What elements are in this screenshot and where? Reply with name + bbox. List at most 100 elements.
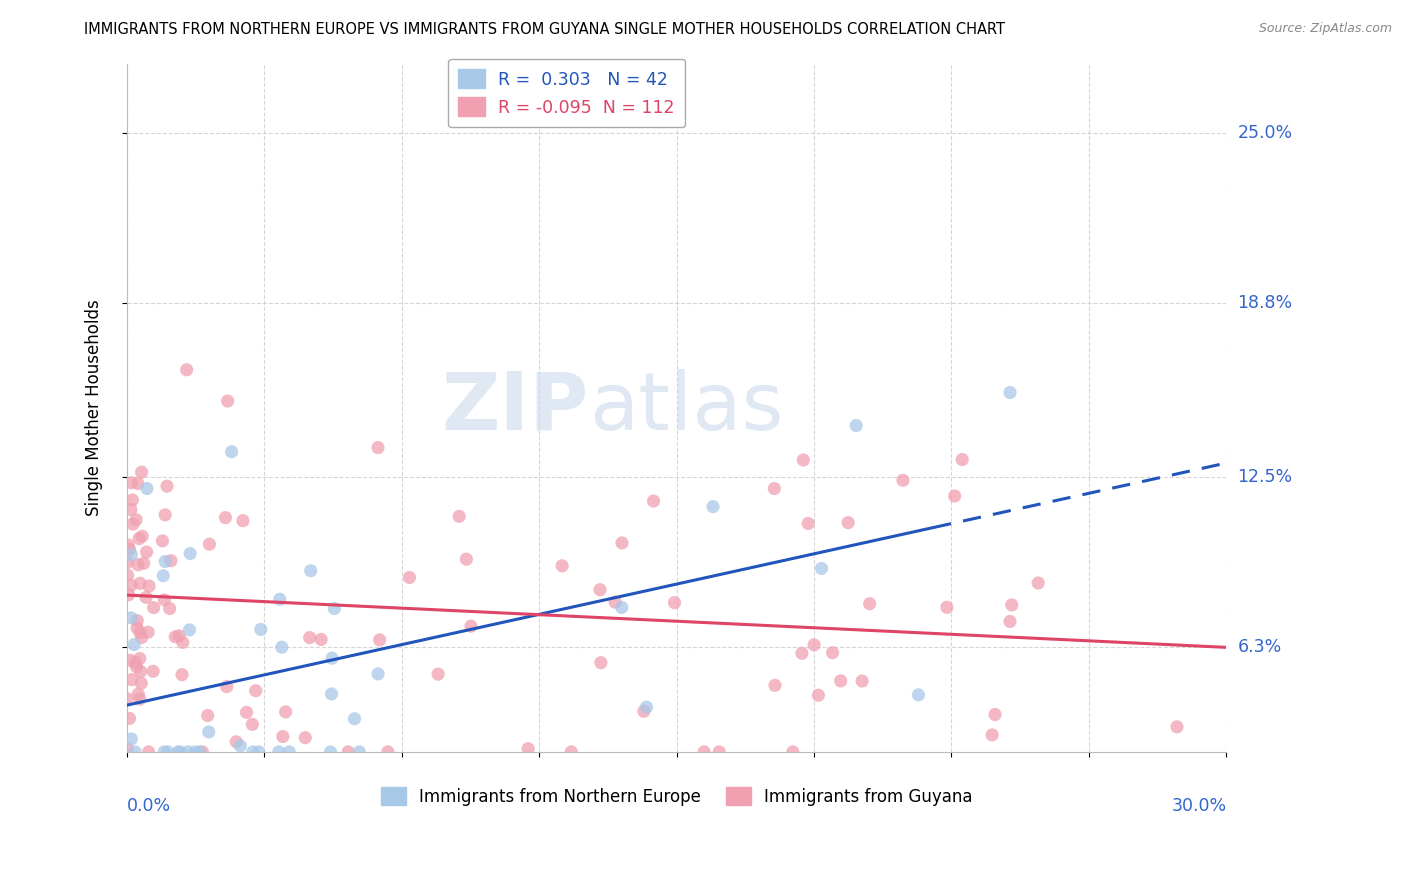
Point — [152, 568, 174, 582]
Point — [998, 615, 1021, 629]
Point — [179, 547, 201, 561]
Point — [129, 665, 152, 679]
Point — [131, 631, 153, 645]
Point — [589, 656, 612, 670]
Point — [943, 489, 966, 503]
Point — [803, 638, 825, 652]
Text: ZIP: ZIP — [441, 369, 589, 447]
Point — [907, 688, 929, 702]
Point — [117, 741, 139, 756]
Point — [837, 516, 859, 530]
Point — [368, 632, 391, 647]
Point — [807, 688, 830, 702]
Point — [782, 745, 804, 759]
Point — [135, 591, 157, 605]
Point — [118, 711, 141, 725]
Point — [191, 745, 214, 759]
Point — [763, 678, 786, 692]
Text: atlas: atlas — [589, 369, 783, 447]
Point — [172, 635, 194, 649]
Point — [131, 529, 153, 543]
Point — [517, 741, 540, 756]
Point — [127, 614, 149, 628]
Point — [136, 625, 159, 640]
Point — [120, 475, 142, 490]
Point — [830, 673, 852, 688]
Point — [120, 731, 142, 746]
Point — [610, 536, 633, 550]
Point — [122, 638, 145, 652]
Text: 18.8%: 18.8% — [1237, 294, 1292, 312]
Point — [299, 564, 322, 578]
Legend: Immigrants from Northern Europe, Immigrants from Guyana: Immigrants from Northern Europe, Immigra… — [374, 780, 980, 813]
Point — [136, 482, 159, 496]
Point — [560, 745, 582, 759]
Point — [127, 476, 149, 491]
Point — [128, 651, 150, 665]
Point — [120, 548, 142, 562]
Point — [188, 745, 211, 759]
Point — [177, 745, 200, 759]
Point — [1166, 720, 1188, 734]
Point — [142, 665, 165, 679]
Point — [242, 745, 264, 759]
Point — [214, 510, 236, 524]
Point — [845, 418, 868, 433]
Point — [229, 739, 252, 753]
Point — [427, 667, 450, 681]
Point — [118, 653, 141, 667]
Text: 0.0%: 0.0% — [127, 797, 172, 814]
Point — [321, 687, 343, 701]
Point — [633, 704, 655, 718]
Point — [377, 745, 399, 759]
Point — [298, 631, 321, 645]
Point — [127, 687, 149, 701]
Point — [197, 725, 219, 739]
Point — [131, 465, 153, 479]
Point — [460, 619, 482, 633]
Point — [792, 453, 814, 467]
Point — [132, 556, 155, 570]
Point — [343, 712, 366, 726]
Point — [950, 452, 973, 467]
Point — [125, 513, 148, 527]
Text: 30.0%: 30.0% — [1171, 797, 1226, 814]
Point — [128, 532, 150, 546]
Point — [124, 745, 146, 759]
Point — [198, 537, 221, 551]
Point — [981, 728, 1004, 742]
Point — [664, 596, 686, 610]
Point — [118, 588, 141, 602]
Point — [138, 579, 160, 593]
Point — [184, 745, 207, 759]
Point — [165, 630, 187, 644]
Point — [270, 640, 292, 655]
Point — [321, 651, 343, 665]
Point — [159, 601, 181, 615]
Point — [589, 582, 612, 597]
Point — [693, 745, 716, 759]
Point — [153, 745, 176, 759]
Point — [122, 517, 145, 532]
Point — [797, 516, 820, 531]
Point — [167, 745, 190, 759]
Point — [128, 692, 150, 706]
Point — [702, 500, 724, 514]
Point — [367, 441, 389, 455]
Text: 6.3%: 6.3% — [1237, 639, 1282, 657]
Text: 12.5%: 12.5% — [1237, 467, 1292, 486]
Point — [267, 745, 290, 759]
Point — [709, 745, 731, 759]
Text: 25.0%: 25.0% — [1237, 124, 1292, 142]
Point — [120, 611, 142, 625]
Point — [176, 363, 198, 377]
Point — [274, 705, 297, 719]
Point — [367, 666, 389, 681]
Point — [247, 745, 270, 759]
Point — [643, 494, 665, 508]
Point — [636, 700, 658, 714]
Point — [121, 673, 143, 687]
Point — [294, 731, 316, 745]
Point — [456, 552, 478, 566]
Point — [398, 570, 420, 584]
